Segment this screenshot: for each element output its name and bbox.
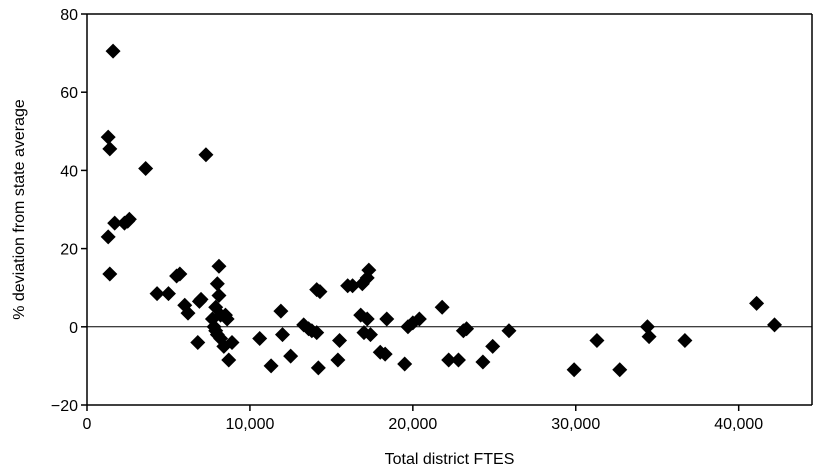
x-tick-label: 40,000 [714,416,763,433]
data-point [475,354,491,370]
data-point [102,141,118,157]
data-point [362,327,378,343]
data-point [501,323,517,339]
data-point [149,286,165,302]
data-point [345,278,361,294]
data-point [309,325,325,341]
y-tick-label: 60 [60,85,78,102]
data-point [411,311,427,327]
y-axis-title: % deviation from state average [11,99,28,320]
y-tick-label: 0 [69,320,78,337]
data-point [102,266,118,282]
data-point [107,215,123,231]
data-point [275,327,291,343]
data-point [180,305,196,321]
data-point [193,291,209,307]
data-point [211,288,227,304]
data-point [273,303,289,319]
data-point [209,276,225,292]
y-ticks: −20 0 20 40 60 80 [51,7,87,415]
data-point [221,352,237,368]
x-tick-label: 30,000 [551,416,600,433]
data-point [767,317,783,333]
x-tick-label: 0 [83,416,92,433]
data-point [263,358,279,374]
data-point [120,213,136,229]
data-point [397,356,413,372]
data-point [332,332,348,348]
data-point [252,331,268,347]
data-point [450,352,466,368]
data-point [309,282,325,298]
data-point [641,329,657,345]
data-point [224,334,240,350]
y-tick-label: 80 [60,7,78,24]
data-point [377,346,393,362]
data-point [359,311,375,327]
data-point [441,352,457,368]
data-point [379,311,395,327]
x-tick-label: 10,000 [225,416,274,433]
data-point [100,229,116,245]
x-axis-title: Total district FTES [385,451,515,468]
x-ticks: 0 10,000 20,000 30,000 40,000 [83,405,763,433]
data-point [172,266,188,282]
data-point [105,43,121,59]
data-point [612,362,628,378]
data-point [639,319,655,335]
y-tick-label: 20 [60,242,78,259]
data-point [589,332,605,348]
data-point [310,360,326,376]
data-point [330,352,346,368]
data-point [485,338,501,354]
data-point [160,286,176,302]
y-tick-label: 40 [60,163,78,180]
data-point [459,321,475,337]
y-tick-label: −20 [51,398,78,415]
data-point [100,129,116,145]
data-point [434,299,450,315]
data-point [361,262,377,278]
data-point [283,348,299,364]
data-point [749,295,765,311]
data-point [211,258,227,274]
data-point [198,147,214,163]
data-points [100,43,783,378]
x-tick-label: 20,000 [388,416,437,433]
data-point [190,334,206,350]
data-point [138,160,154,176]
data-point [677,332,693,348]
data-point [566,362,582,378]
data-point [219,311,235,327]
